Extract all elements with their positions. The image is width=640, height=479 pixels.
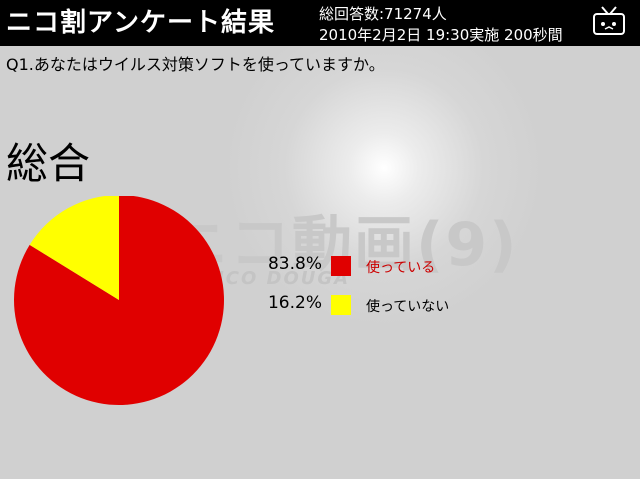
watermark-subtext: NICO DOUGA [200,268,351,289]
section-title: 総合 [6,139,91,188]
legend-percent: 16.2% [267,293,322,313]
legend-percent: 83.8% [267,254,322,274]
total-votes: 総回答数:71274人 [319,5,447,23]
legend-label: 使っている [366,260,436,276]
pie-chart [14,196,224,405]
pie-slice-not-using [29,196,119,300]
legend-label: 使っていない [366,299,450,315]
result-panel: ニコ動画(9) NICO DOUGA Q1.あなたはウイルス対策ソフトを使ってい… [0,46,640,479]
app-title: ニコ割アンケート結果 [6,8,275,38]
pie-slice-using [14,196,224,405]
legend-swatch [331,256,351,276]
survey-info: 2010年2月2日 19:30実施 200秒間 [319,26,563,44]
legend-swatch [331,295,351,315]
question-text: Q1.あなたはウイルス対策ソフトを使っていますか。 [6,55,385,74]
header-bar: ニコ割アンケート結果 総回答数:71274人 2010年2月2日 19:30実施… [0,0,640,46]
tv-icon [593,6,625,35]
